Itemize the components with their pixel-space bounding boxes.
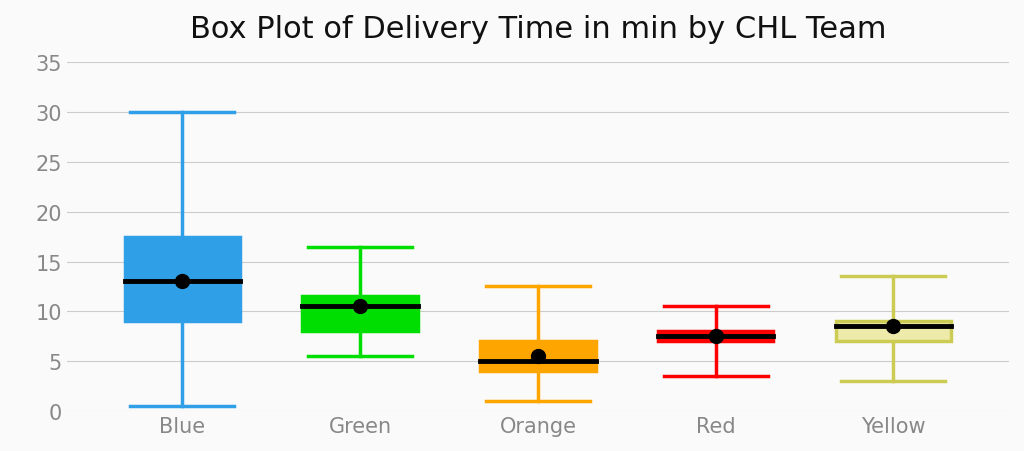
Bar — [125, 237, 241, 322]
Bar — [302, 297, 418, 331]
Bar — [836, 322, 951, 341]
Bar — [480, 341, 596, 372]
Title: Box Plot of Delivery Time in min by CHL Team: Box Plot of Delivery Time in min by CHL … — [189, 15, 886, 44]
Bar — [657, 331, 773, 341]
